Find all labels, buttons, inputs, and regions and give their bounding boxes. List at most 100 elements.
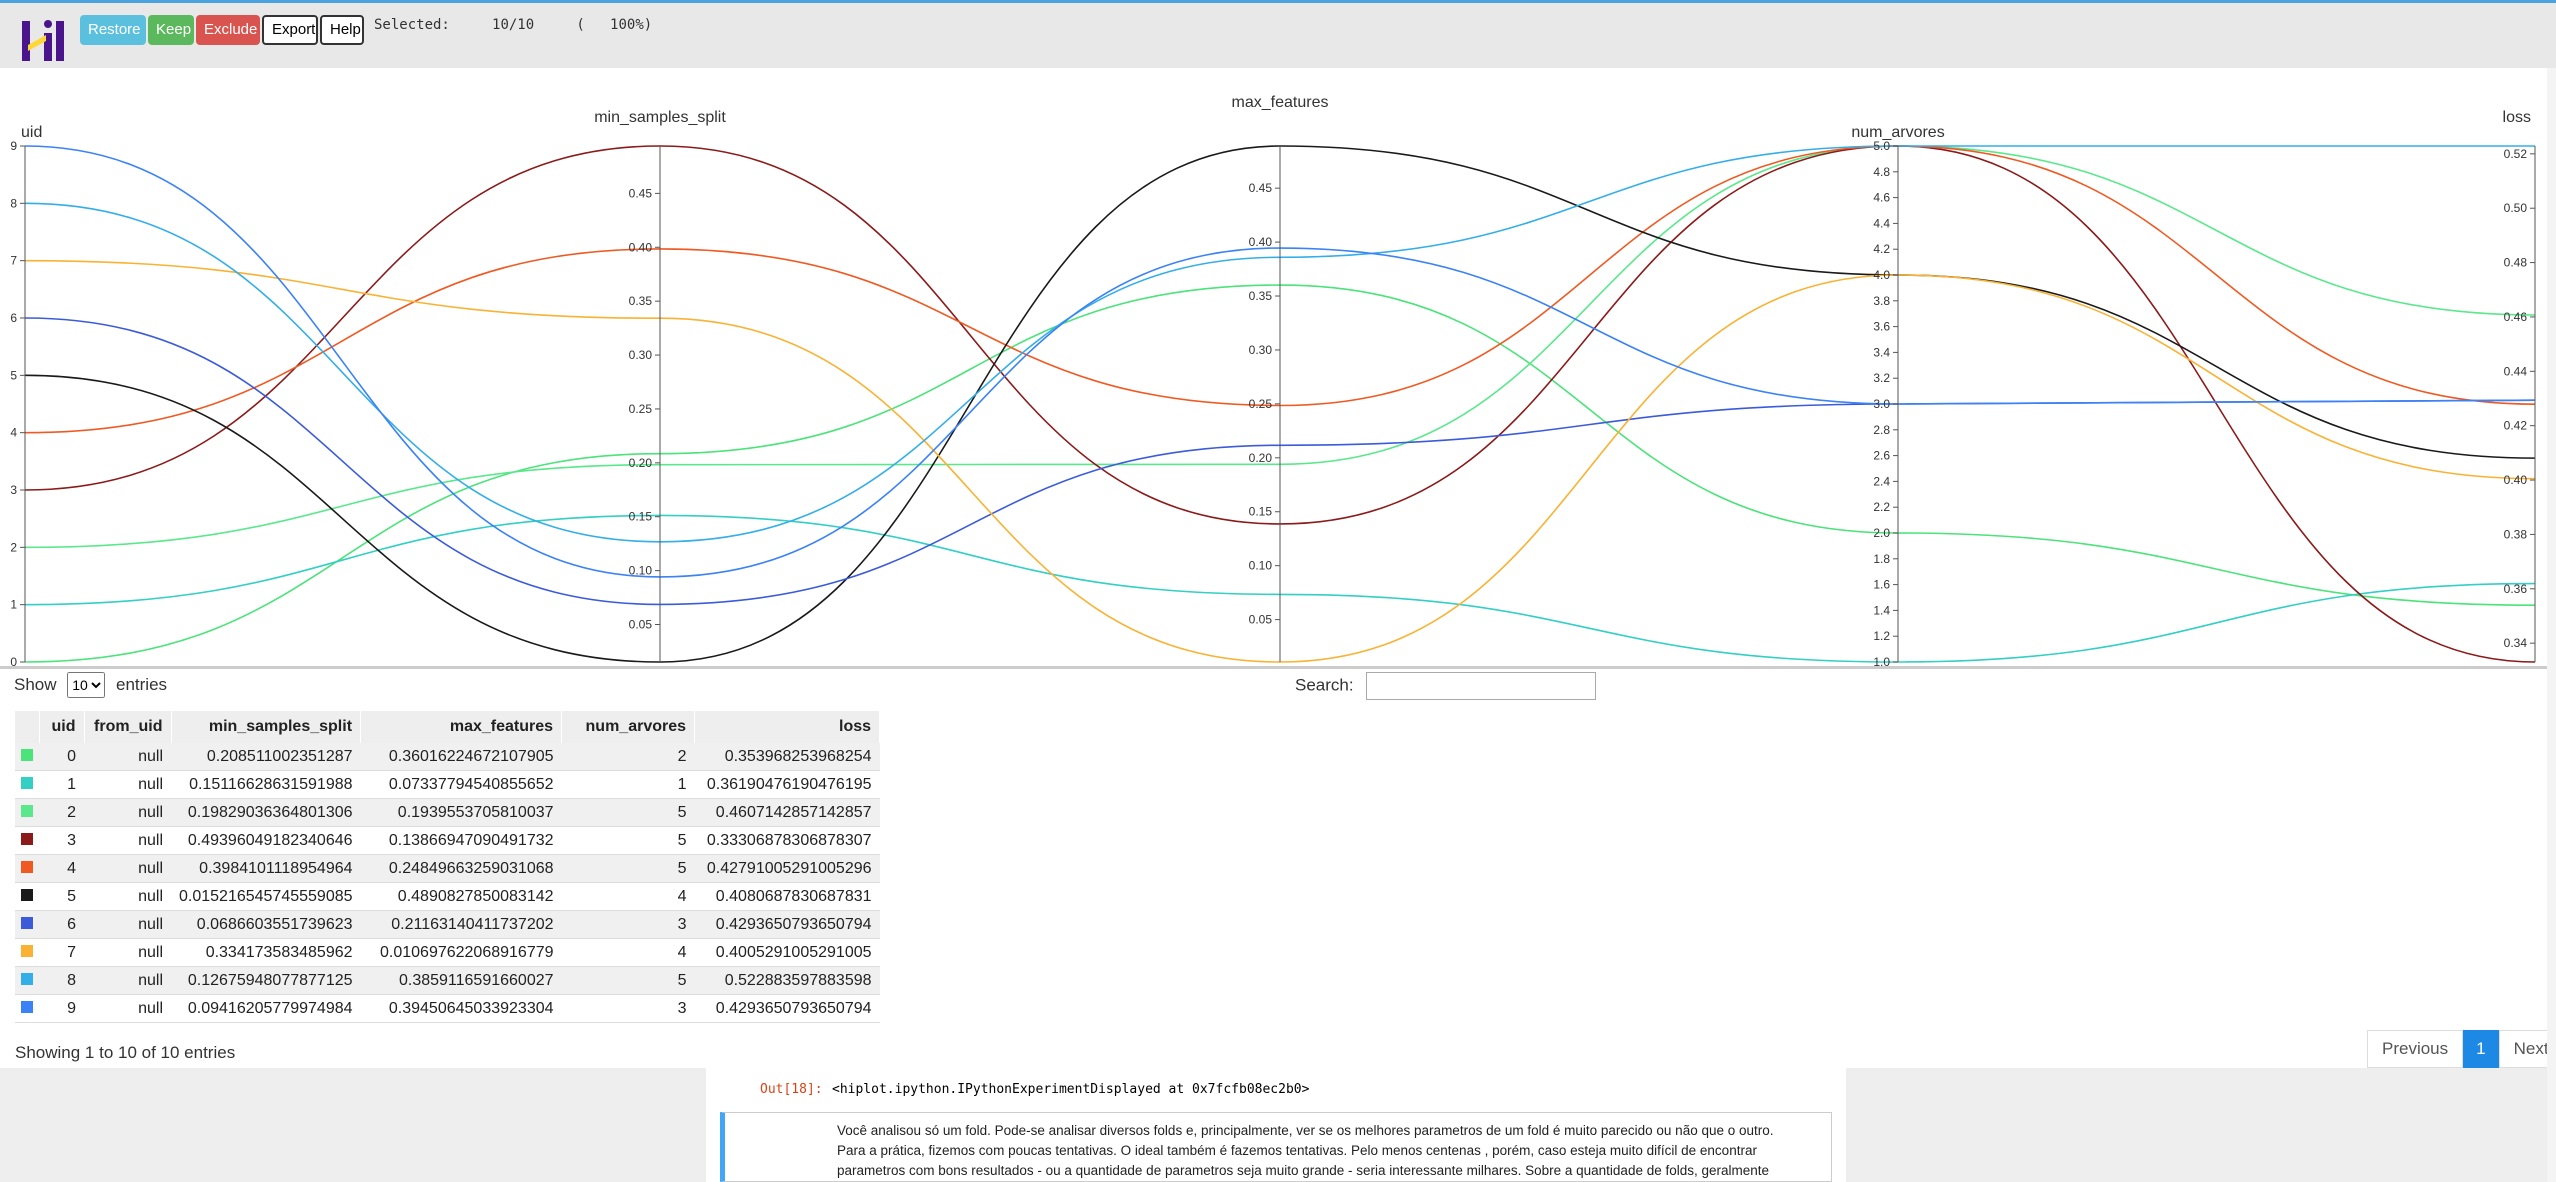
table-cell: null — [84, 938, 171, 967]
selected-count: 10/10 — [492, 17, 535, 33]
data-line-uid-3[interactable] — [24, 145, 2536, 663]
row-color-swatch — [21, 916, 33, 929]
table-cell: 5 — [561, 798, 695, 827]
exclude-button[interactable]: Exclude — [196, 15, 260, 45]
data-line-uid-9[interactable] — [24, 145, 2536, 578]
search-input[interactable] — [1366, 672, 1597, 700]
table-row[interactable]: 3 null 0.49396049182340646 0.13866947090491… — [15, 826, 880, 855]
tick-label: 3.8 — [1873, 294, 1890, 308]
tick-label: 4 — [10, 426, 17, 440]
axis-title[interactable]: min_samples_split — [594, 109, 726, 126]
table-cell: 7 — [39, 938, 84, 967]
table-cell: 0.4890827850083142 — [360, 882, 562, 911]
table-cell: 0.15116628631591988 — [171, 770, 361, 799]
column-header[interactable]: uid — [39, 711, 85, 743]
tick-label: 0.30 — [1249, 343, 1273, 357]
table-row[interactable]: 7 null 0.334173583485962 0.0106976220689167… — [15, 938, 880, 967]
parallel-coordinates-svg[interactable]: uid 0 1 2 3 4 5 6 7 8 9 min_samples_split 0.05 0.10 0.… — [0, 68, 2556, 669]
table-header-row: uid from_uid min_samples_split max_features… — [15, 711, 881, 743]
table-row[interactable]: 0 null 0.208511002351287 0.3601622467210790… — [15, 743, 880, 771]
tick-label: 0.50 — [2504, 201, 2528, 215]
tick-label: 0.35 — [629, 294, 653, 308]
table-row[interactable]: 4 null 0.3984101118954964 0.248496632590310… — [15, 854, 880, 883]
table-cell: null — [84, 770, 171, 799]
table-row[interactable]: 5 null 0.015216545745559085 0.4890827850083… — [15, 882, 880, 911]
out-prompt: Out[18]: — [760, 1082, 823, 1097]
table-cell: 0.12675948077877125 — [171, 966, 361, 995]
tick-label: 6 — [10, 311, 17, 325]
table-cell: 9 — [39, 994, 84, 1023]
tick-label: 0.34 — [2504, 636, 2528, 650]
data-line-uid-4[interactable] — [24, 145, 2536, 434]
column-header[interactable]: num_arvores — [561, 711, 696, 743]
axis-title[interactable]: uid — [21, 124, 42, 141]
tick-label: 0.25 — [1249, 397, 1273, 411]
table-row[interactable]: 6 null 0.0686603551739623 0.211631404117372… — [15, 910, 880, 939]
tick-label: 0.20 — [1249, 451, 1273, 465]
markdown-line: Você analisou só um fold. Pode-se analis… — [837, 1123, 1774, 1138]
previous-button[interactable]: Previous — [2367, 1030, 2464, 1068]
table-row[interactable]: 2 null 0.19829036364801306 0.19395537058100… — [15, 798, 880, 827]
entries-select[interactable]: 10 — [67, 672, 106, 698]
table-cell: 5 — [39, 882, 84, 911]
table-cell: 0.24849663259031068 — [360, 854, 562, 883]
table-row[interactable]: 1 null 0.15116628631591988 0.07337794540855… — [15, 770, 880, 799]
axis-title[interactable]: loss — [2503, 109, 2531, 126]
table-cell: 0.0686603551739623 — [171, 910, 361, 939]
table-row[interactable]: 9 null 0.09416205779974984 0.39450645033923… — [15, 994, 880, 1023]
next-button[interactable]: Next — [2498, 1030, 2556, 1068]
data-line-uid-0[interactable] — [24, 284, 2536, 663]
table-cell: 0.36016224672107905 — [360, 743, 562, 771]
page-scrollbar[interactable] — [2547, 68, 2556, 1182]
page-length-control: Show 10 entries — [14, 672, 167, 698]
row-color-swatch — [21, 748, 33, 761]
table-cell: 0.49396049182340646 — [171, 826, 361, 855]
tick-label: 0.25 — [629, 402, 653, 416]
table-cell: 8 — [39, 966, 84, 995]
search-control: Search: — [1295, 672, 1597, 700]
page-1-button[interactable]: 1 — [2463, 1030, 2499, 1068]
tick-label: 3.2 — [1873, 371, 1890, 385]
tick-label: 0.10 — [629, 564, 653, 578]
table-cell: 5 — [561, 826, 695, 855]
tick-label: 0.05 — [629, 618, 653, 632]
axis-title[interactable]: num_arvores — [1851, 124, 1944, 141]
column-header[interactable]: min_samples_split — [171, 711, 362, 743]
table-cell: 0.13866947090491732 — [360, 826, 562, 855]
tick-label: 1.8 — [1873, 552, 1890, 566]
plot-resize-divider[interactable] — [0, 666, 2556, 669]
parallel-coordinates-plot[interactable]: uid 0 1 2 3 4 5 6 7 8 9 min_samples_split 0.05 0.10 0.… — [0, 68, 2556, 669]
tick-label: 0.44 — [2504, 364, 2528, 378]
column-header[interactable]: from_uid — [84, 711, 172, 743]
table-cell: 0.4293650793650794 — [694, 994, 880, 1023]
tick-label: 9 — [10, 139, 17, 153]
tick-label: 1.6 — [1873, 578, 1890, 592]
markdown-cell[interactable]: Você analisou só um fold. Pode-se analis… — [720, 1112, 1832, 1182]
selected-percent: ( 100%) — [576, 17, 653, 33]
tick-label: 1 — [10, 598, 17, 612]
tick-label: 2.6 — [1873, 449, 1890, 463]
restore-button[interactable]: Restore — [80, 15, 146, 45]
tick-label: 3 — [10, 483, 17, 497]
axis-title[interactable]: max_features — [1232, 94, 1329, 111]
data-line-uid-5[interactable] — [24, 145, 2536, 663]
data-line-uid-7[interactable] — [24, 259, 2536, 663]
tick-label: 2.8 — [1873, 423, 1890, 437]
row-color-swatch — [21, 832, 33, 845]
column-header[interactable]: loss — [694, 711, 881, 743]
column-header[interactable]: max_features — [360, 711, 563, 743]
table-info: Showing 1 to 10 of 10 entries — [15, 1043, 236, 1062]
tick-label: 0.35 — [1249, 289, 1273, 303]
table-cell: 6 — [39, 910, 84, 939]
data-line-uid-8[interactable] — [24, 145, 2535, 543]
row-color-swatch-cell — [15, 770, 39, 799]
tick-label: 2 — [10, 540, 17, 554]
table-cell: 5 — [561, 966, 695, 995]
show-label: Show — [14, 675, 57, 694]
data-line-uid-2[interactable] — [24, 145, 2536, 549]
export-button[interactable]: Export — [262, 15, 318, 45]
keep-button[interactable]: Keep — [148, 15, 194, 45]
help-button[interactable]: Help — [320, 15, 364, 45]
table-row[interactable]: 8 null 0.12675948077877125 0.38591165916600… — [15, 966, 880, 995]
row-color-swatch-cell — [15, 966, 39, 995]
